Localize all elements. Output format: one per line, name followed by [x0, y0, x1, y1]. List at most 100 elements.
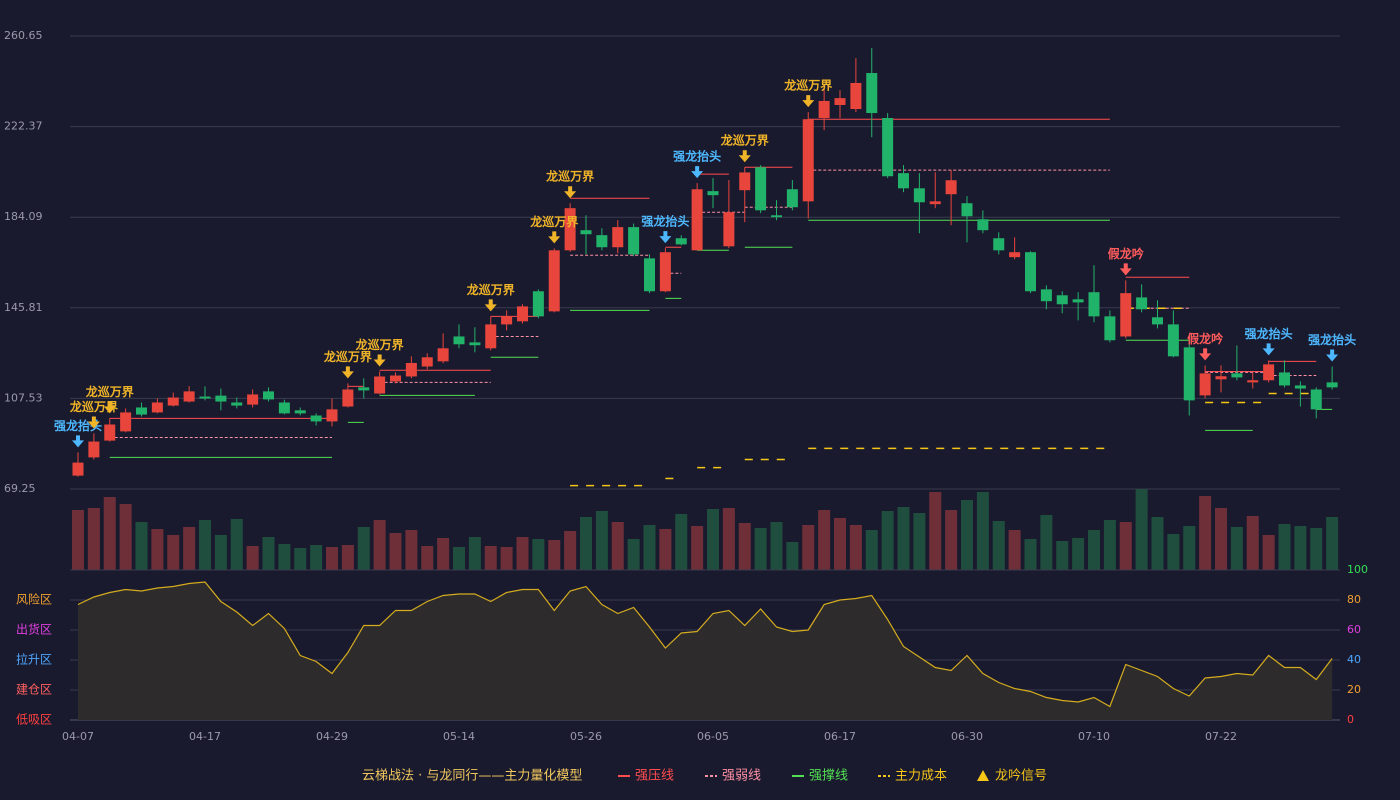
volume-bar: [1326, 517, 1339, 570]
candle-body: [913, 188, 925, 203]
signal-label: 强龙抬头: [673, 149, 721, 164]
volume-bar: [770, 522, 783, 570]
candle-body: [1310, 389, 1322, 410]
signal-label: 龙巡万界: [721, 133, 769, 148]
candle-body: [866, 73, 878, 114]
candle-body: [1167, 324, 1179, 357]
signal-label: 龙巡万界: [356, 337, 404, 352]
volume-bar: [580, 517, 592, 570]
volume-bar: [738, 523, 751, 570]
signal-label: 强龙抬头: [1245, 326, 1293, 341]
volume-bar: [1167, 534, 1180, 570]
y-tick-label: 145.81: [4, 301, 43, 314]
x-tick-label: 05-14: [443, 730, 475, 743]
signal-arrow: [548, 231, 561, 244]
x-tick-label: 05-26: [570, 730, 602, 743]
y-tick-label: 260.65: [4, 29, 43, 42]
legend-label: 强弱线: [722, 769, 761, 784]
candle-body: [596, 235, 608, 248]
volume-bar: [310, 545, 323, 570]
candle-body: [247, 394, 259, 405]
volume-bar: [135, 522, 148, 570]
signal-label: 龙巡万界: [530, 214, 578, 229]
volume-bar: [1183, 526, 1196, 570]
volume-bar: [595, 511, 608, 570]
volume-bar: [1262, 535, 1275, 570]
candle-body: [469, 342, 481, 346]
volume-bar: [119, 504, 132, 570]
volume-bar: [1230, 527, 1243, 570]
x-tick-label: 06-05: [697, 730, 729, 743]
candle-body: [1247, 380, 1259, 383]
volume-bar: [627, 539, 640, 570]
signal-arrow: [691, 166, 704, 179]
volume-bar: [1040, 515, 1053, 570]
candle-body: [1120, 293, 1132, 337]
signal-label: 龙巡万界: [86, 384, 134, 399]
volume-bar: [961, 500, 973, 570]
candle-body: [644, 258, 655, 292]
y2-tick-label: 20: [1347, 683, 1361, 696]
signal-arrow: [1199, 348, 1212, 361]
volume-bar: [1008, 530, 1021, 570]
candle-body: [993, 238, 1005, 251]
volume-bar: [326, 547, 338, 570]
y-tick-label: 222.37: [4, 120, 43, 133]
signal-arrow: [103, 401, 116, 414]
candle-body: [278, 402, 290, 414]
candle-body: [342, 389, 354, 407]
candle-body: [945, 180, 957, 195]
volume-bar: [484, 546, 497, 570]
candle-body: [834, 98, 846, 105]
signal-arrow: [1119, 263, 1132, 276]
volume-bar: [1135, 489, 1148, 570]
candle-body: [294, 410, 306, 414]
candle-body: [453, 336, 465, 345]
volume-bar: [516, 537, 529, 570]
candle-body: [120, 412, 132, 432]
volume-bar: [1072, 538, 1085, 570]
candle-body: [405, 362, 417, 377]
volume-bar: [802, 525, 815, 570]
candle-body: [723, 212, 735, 247]
candle-body: [1136, 297, 1148, 310]
volume-bar: [818, 510, 831, 570]
candle-body: [850, 82, 862, 110]
indicator-area: [78, 582, 1333, 720]
volume-bar: [611, 522, 624, 570]
legend-title: 云梯战法 · 与龙同行——主力量化模型: [362, 769, 582, 784]
volume-bar: [246, 546, 259, 570]
volume-bar: [103, 497, 116, 570]
volume-bar: [500, 547, 513, 570]
candle-body: [612, 227, 624, 248]
candle-body: [1183, 347, 1195, 401]
candle-body: [1072, 299, 1084, 303]
candle-body: [421, 357, 433, 367]
candle-body: [104, 424, 116, 441]
candle-body: [818, 100, 830, 119]
y2-tick-label: 100: [1347, 563, 1368, 576]
zone-label: 拉升区: [16, 652, 52, 667]
volume-bar: [1294, 526, 1307, 570]
volume-bar: [1151, 517, 1164, 570]
candle-body: [532, 291, 544, 317]
candle-body: [628, 227, 640, 255]
candle-body: [231, 402, 243, 406]
volume-bar: [945, 510, 958, 570]
volume-bar: [1310, 528, 1323, 570]
candle-body: [707, 191, 719, 196]
candle-body: [437, 348, 449, 362]
signal-label: 龙巡万界: [546, 169, 594, 184]
candle-body: [215, 395, 227, 402]
volume-bar: [167, 535, 180, 570]
candle-body: [136, 407, 147, 415]
legend-label: 强撑线: [809, 769, 848, 784]
volume-bar: [707, 509, 719, 570]
candle-body: [1025, 252, 1036, 292]
candle-body: [977, 219, 989, 231]
y2-tick-label: 0: [1347, 713, 1354, 726]
y2-tick-label: 80: [1347, 593, 1361, 606]
candle-body: [1009, 252, 1021, 258]
y-tick-label: 184.09: [4, 210, 43, 223]
